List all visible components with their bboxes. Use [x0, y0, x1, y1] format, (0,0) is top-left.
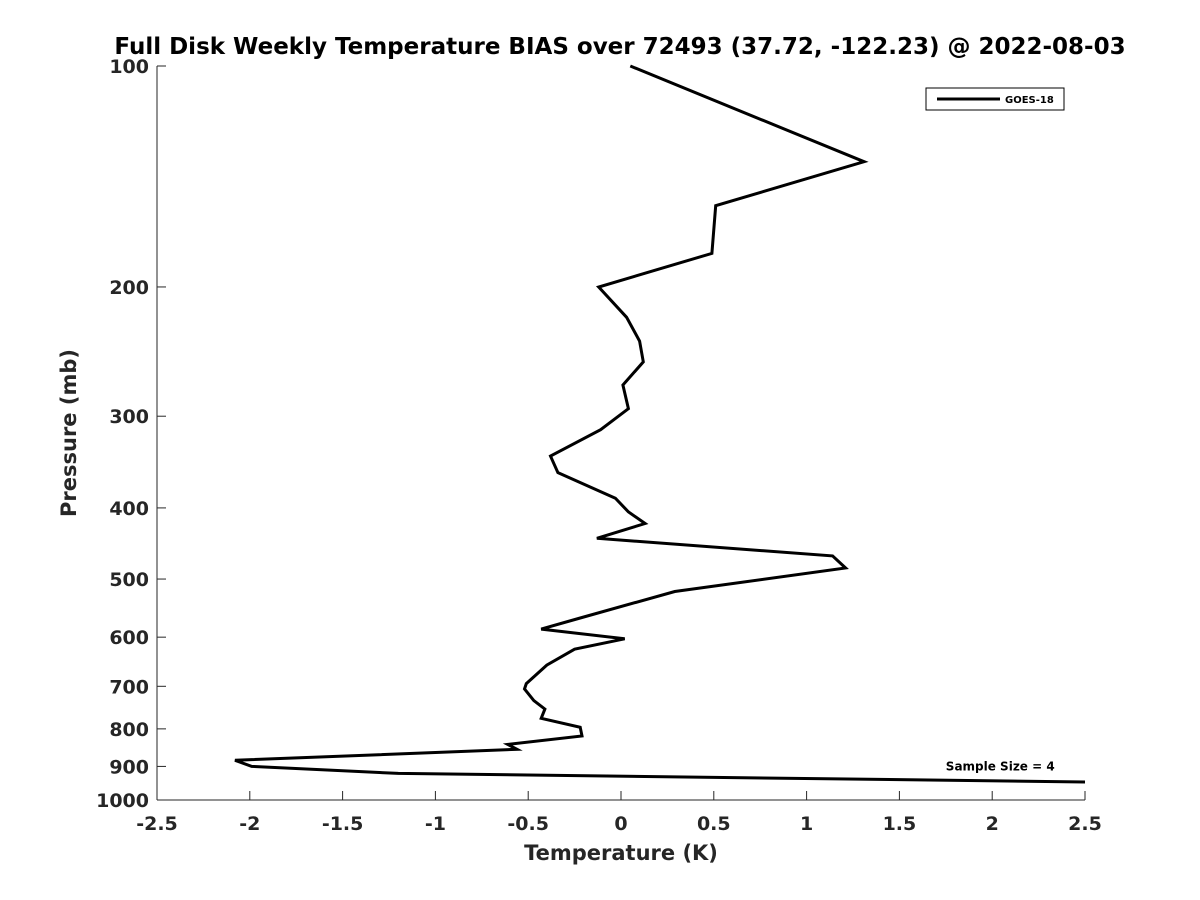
x-tick-label: 0.5 — [697, 813, 731, 835]
x-tick-label: 1.5 — [883, 813, 917, 835]
y-tick-label: 500 — [109, 569, 149, 591]
legend-label-goes-18: GOES-18 — [1005, 95, 1054, 106]
x-tick-label: -2 — [239, 813, 260, 835]
x-tick-label: -1 — [425, 813, 446, 835]
series-line-goes-18 — [234, 64, 1086, 784]
y-tick-label: 200 — [109, 277, 149, 299]
axes — [156, 66, 1085, 801]
x-tick-label: 1 — [800, 813, 813, 835]
annotation-sample-size: Sample Size = 4 — [946, 759, 1055, 773]
x-tick-label: -0.5 — [507, 813, 549, 835]
x-tick-label: -2.5 — [136, 813, 178, 835]
x-axis-label: Temperature (K) — [524, 841, 718, 865]
legend: GOES-18 — [925, 87, 1065, 111]
y-tick-label: 300 — [109, 406, 149, 428]
x-tick-label: 2 — [986, 813, 999, 835]
y-axis-label: Pressure (mb) — [57, 349, 81, 517]
y-tick-label: 900 — [109, 756, 149, 778]
y-tick-label: 700 — [109, 676, 149, 698]
series-layer — [234, 64, 1086, 784]
y-tick-label: 400 — [109, 498, 149, 520]
x-tick-label: -1.5 — [322, 813, 364, 835]
y-tick-label: 600 — [109, 627, 149, 649]
y-tick-label: 800 — [109, 719, 149, 741]
y-tick-label: 1000 — [96, 790, 149, 812]
x-tick-label: 0 — [614, 813, 627, 835]
x-axis-ticks: -2.5 -2 -1.5 -1 -0.5 0 0.5 1 1.5 2 2.5 — [136, 791, 1102, 835]
chart-title: Full Disk Weekly Temperature BIAS over 7… — [114, 34, 1125, 60]
x-tick-label: 2.5 — [1068, 813, 1102, 835]
y-tick-label: 100 — [109, 56, 149, 78]
y-axis-ticks: 100 200 300 400 500 600 700 800 900 1000 — [96, 56, 166, 812]
